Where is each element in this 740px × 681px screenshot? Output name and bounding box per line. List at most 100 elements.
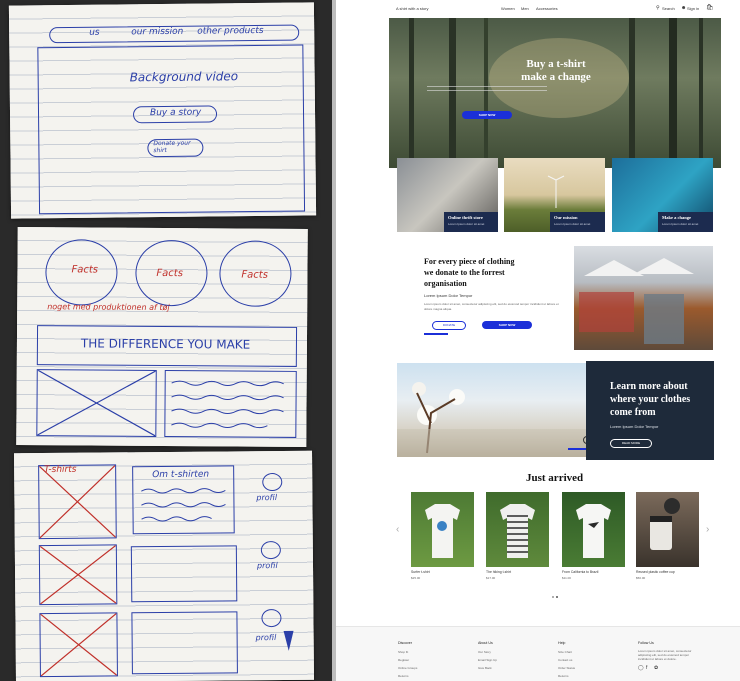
arrow-right-icon[interactable]: ›	[706, 524, 710, 535]
sketch-fact-2: Facts	[156, 267, 183, 280]
card-mission-sub: Lorem Ipsum dolor sit amet	[554, 222, 591, 226]
donate-title-line3: organisation	[424, 279, 467, 288]
product-3-image[interactable]	[562, 492, 625, 567]
donate-button[interactable]: DONATE	[432, 321, 466, 330]
product-3-price: $11.00	[562, 576, 571, 580]
nav-accessories[interactable]: Accessories	[536, 6, 558, 11]
donate-body: Lorem ipsum dolor sit amet, consectetur …	[424, 302, 559, 311]
product-4-price: $50.00	[636, 576, 646, 580]
hero-shop-button[interactable]: SHOP NOW	[462, 111, 512, 119]
sketch-profile-circle-2	[260, 540, 281, 560]
donate-shop-button[interactable]: SHOP NOW	[482, 321, 532, 329]
search-icon[interactable]: ⚲	[656, 5, 660, 11]
footer-follow-title: Follow Us	[638, 641, 654, 645]
sketch-note: noget med produktionen af tøj	[47, 302, 170, 313]
hero-image: Buy a t-shirt make a change SHOP NOW	[389, 18, 721, 168]
sketch-bg-label: Background video	[129, 69, 239, 85]
sketch-profile-1: profil	[256, 493, 278, 503]
twitter-icon[interactable]: ✿	[654, 665, 659, 671]
product-2-price: $17.00	[486, 576, 496, 580]
search-link[interactable]: Search	[662, 6, 675, 11]
arrived-title: Just arrived	[526, 472, 584, 484]
product-3-name[interactable]: From California to Brazil	[562, 570, 599, 574]
sketch-paper-2: Facts Facts Facts noget med produktionen…	[16, 226, 308, 448]
footer-link[interactable]: Email Sign Up	[478, 658, 498, 662]
card-mission-title: Our mission	[554, 215, 578, 220]
donate-subtitle: Lorem Ipsum Dolor Tempor	[424, 293, 473, 298]
donate-title-line1: For every piece of clothing	[424, 257, 515, 266]
learn-subtitle: Lorem Ipsum Dolor Tempor	[610, 424, 659, 429]
card-mission-label[interactable]: Our mission Lorem Ipsum dolor sit amet	[550, 212, 605, 232]
hero-text-line-1	[427, 86, 547, 87]
nav-men[interactable]: Men	[521, 6, 529, 11]
sketch-arrow-icon	[283, 630, 294, 651]
sketch-about-box-3	[131, 611, 238, 675]
card-change-label[interactable]: Make a change Lorem Ipsum dolor sit amet	[658, 212, 713, 232]
sketch-profile-2: profil	[256, 561, 278, 571]
sketch-paper-3: T-shirts Om t-shirten profil profil prof…	[14, 450, 314, 681]
sketch-fact-3: Facts	[241, 269, 268, 281]
sketch-tshirt-box-3	[39, 612, 118, 678]
pager-dot-2[interactable]	[556, 596, 558, 598]
sketch-fact-1: Facts	[71, 264, 99, 276]
product-2-name[interactable]: The hiking t-shirt	[486, 570, 512, 574]
footer-link[interactable]: Size Chart	[558, 650, 573, 654]
footer-link[interactable]: Returns	[398, 674, 409, 678]
learn-panel: Learn more about where your clothes come…	[586, 361, 714, 460]
donate-title-line2: we donate to the forrest	[424, 268, 505, 277]
sketch-profile-3: profil	[255, 633, 277, 643]
website-mockup: A shirt with a story Women Men Accessori…	[336, 0, 740, 681]
footer-link[interactable]: Contact us	[558, 658, 573, 662]
signin-link[interactable]: Sign in	[687, 6, 700, 11]
footer-link[interactable]: Online Groups	[398, 666, 418, 670]
sketch-tshirt-box-1	[38, 464, 117, 540]
sketch-profile-circle-3	[261, 608, 282, 628]
divider	[332, 0, 336, 681]
footer-help-title: Help	[558, 641, 566, 645]
sketch-nav-products: other products	[197, 25, 264, 37]
sketch-image-placeholder	[36, 369, 157, 437]
sketch-about-box-2	[130, 545, 238, 603]
sketch-banner-label: THE DIFFERENCE YOU MAKE	[80, 336, 251, 352]
arrow-left-icon[interactable]: ‹	[396, 524, 400, 535]
hero-title-line1: Buy a t-shirt	[526, 58, 586, 70]
footer-discover-title: Discover	[398, 641, 412, 645]
cotton-image	[397, 363, 587, 457]
footer-link[interactable]: Give Back	[478, 666, 492, 670]
pager-dot-1[interactable]	[552, 596, 554, 598]
product-1-name[interactable]: Surfer t-shirt	[411, 570, 430, 574]
footer-follow-text: Lorem ipsum dolor sit amet, consectetur …	[638, 649, 692, 662]
card-thrift-sub: Lorem Ipsum dolor sit amet	[448, 222, 485, 226]
footer-link[interactable]: Our Story	[478, 650, 491, 654]
learn-read-more-button[interactable]: READ MORE	[610, 439, 652, 448]
product-2-image[interactable]	[486, 492, 549, 567]
product-1-price: $25.00	[411, 576, 421, 580]
footer-link[interactable]: Shop fit	[398, 650, 409, 654]
sketch-text-placeholder	[164, 370, 297, 438]
sketch-buy-label: Buy a story	[149, 107, 202, 119]
card-thrift-label[interactable]: Online thrift store Lorem Ipsum dolor si…	[444, 212, 498, 232]
nav-women[interactable]: Women	[501, 6, 515, 11]
learn-title-line2: where your clothes	[610, 394, 691, 405]
instagram-icon[interactable]: ◯	[638, 665, 644, 671]
sketch-tshirts-label: T-shirts	[44, 464, 77, 476]
donate-underline	[424, 333, 448, 335]
footer-link[interactable]: Order Status	[558, 666, 576, 670]
sketch-profile-circle-1	[262, 472, 283, 492]
sketch-nav-mission: our mission	[131, 26, 184, 38]
user-icon[interactable]: ☻	[681, 5, 687, 11]
card-thrift-title: Online thrift store	[448, 215, 483, 220]
sketch-tshirt-box-2	[38, 544, 118, 606]
product-4-image[interactable]	[636, 492, 699, 567]
footer-link[interactable]: Returns	[558, 674, 569, 678]
learn-title-line1: Learn more about	[610, 381, 688, 392]
hero-title-line2: make a change	[521, 71, 591, 83]
hero-text-line-2	[427, 90, 547, 91]
footer-link[interactable]: Register	[398, 658, 410, 662]
product-1-image[interactable]	[411, 492, 474, 567]
facebook-icon[interactable]: f	[646, 665, 648, 671]
cart-icon[interactable]: 🛍	[706, 5, 714, 11]
sketch-panel: us our mission other products Background…	[0, 0, 332, 681]
product-4-name[interactable]: Reused plastic coffee cup	[636, 570, 675, 574]
brand-logo[interactable]: A shirt with a story	[396, 6, 429, 11]
